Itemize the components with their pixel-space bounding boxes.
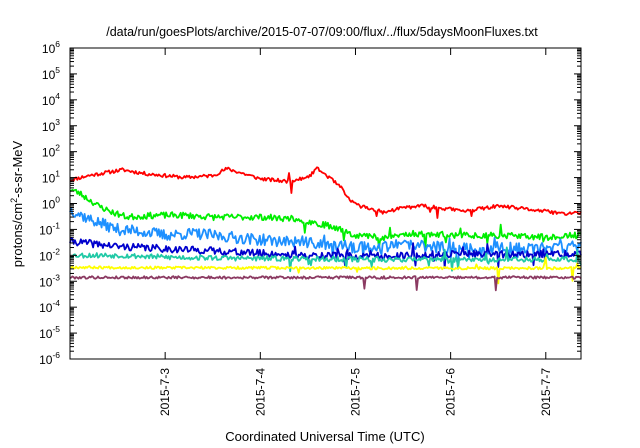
y-tick-label: 106	[42, 39, 60, 56]
x-axis-label: Coordinated Universal Time (UTC)	[225, 429, 424, 444]
y-tick-label: 104	[42, 91, 60, 108]
series-line-7	[69, 275, 582, 292]
y-tick-label: 10-5	[39, 324, 60, 341]
series-line-6	[69, 256, 582, 285]
y-tick-label: 103	[42, 117, 60, 134]
y-tick-label: 10-4	[39, 298, 60, 315]
x-tick-label: 2015-7-7	[539, 368, 553, 416]
y-axis-label: protons/cm2-s-sr-MeV	[9, 140, 25, 267]
y-axis-label-sup: 2	[9, 198, 19, 203]
y-tick-layer: 10-6 10-5 10-4 10-3 10-2 10-1 100 101 102 103 104 1…	[39, 39, 581, 367]
y-tick-label: 102	[42, 143, 60, 160]
series-line-2	[69, 188, 582, 251]
y-tick-label: 10-3	[39, 272, 60, 289]
series-line-4	[69, 236, 582, 269]
x-tick-label: 2015-7-6	[444, 368, 458, 416]
series-line-5	[69, 246, 582, 273]
series-line-1	[69, 166, 582, 219]
plot-frame	[69, 47, 582, 360]
x-tick-layer: 2015-7-3 2015-7-4 2015-7-5 2015-7-6 2015-7-7	[158, 48, 553, 416]
series-layer	[69, 166, 582, 292]
chart-title: /data/run/goesPlots/archive/2015-07-07/0…	[106, 25, 538, 39]
y-tick-label: 10-1	[39, 220, 60, 237]
y-axis-label-rest: -s-sr-MeV	[10, 140, 25, 197]
x-tick-label: 2015-7-3	[158, 368, 172, 416]
x-tick-label: 2015-7-4	[253, 368, 267, 416]
y-tick-label: 101	[42, 169, 60, 186]
series-line-3	[69, 207, 582, 265]
y-tick-label: 105	[42, 65, 60, 82]
y-tick-label: 10-2	[39, 246, 60, 263]
y-axis-label-base: protons/cm	[10, 203, 25, 267]
y-tick-label: 10-6	[39, 350, 60, 367]
x-tick-label: 2015-7-5	[348, 368, 362, 416]
y-tick-label: 100	[42, 195, 60, 212]
